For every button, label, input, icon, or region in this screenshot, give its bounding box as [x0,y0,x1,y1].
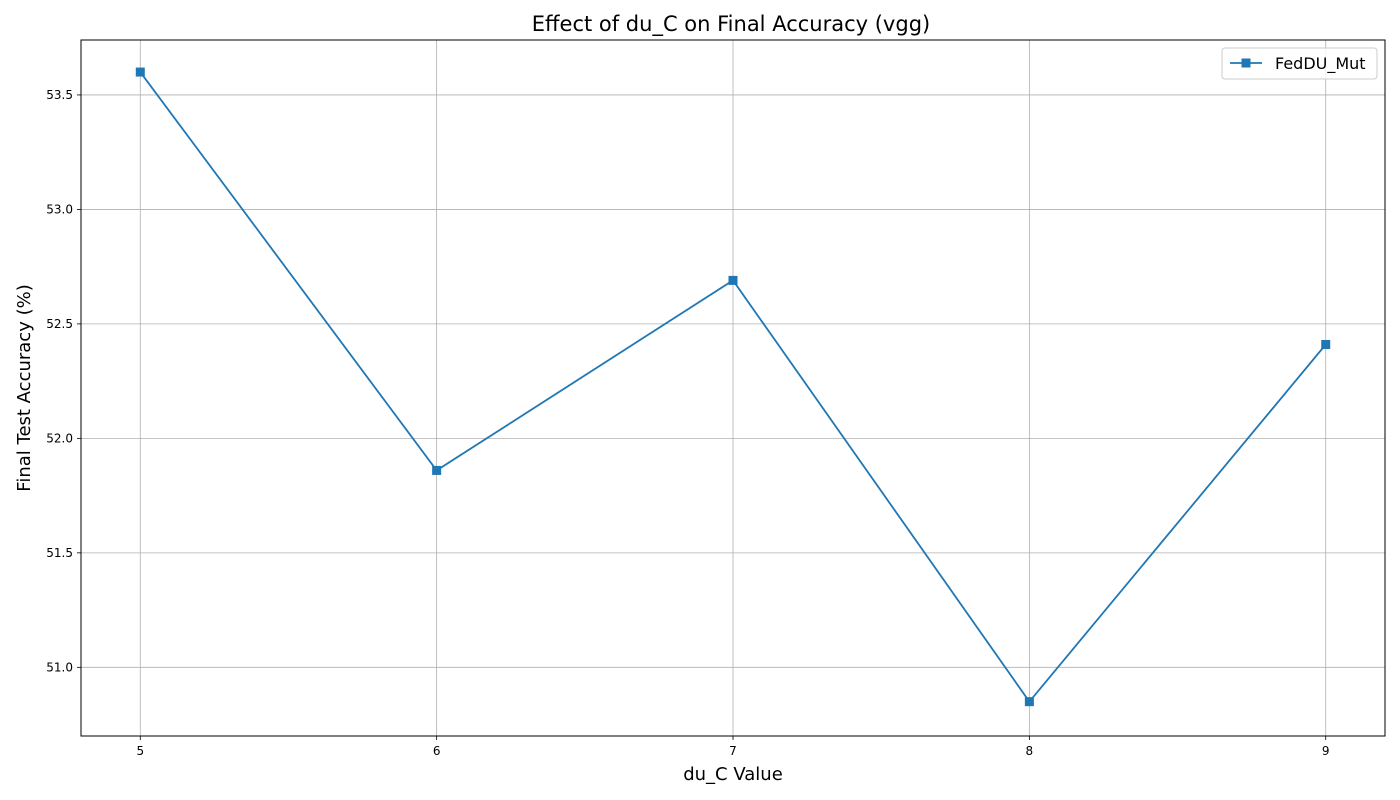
data-point [728,275,738,285]
x-axis: 5 6 7 8 9 [136,736,1330,758]
y-tick-label: 52.5 [46,317,73,331]
data-point [432,465,442,475]
y-tick-label: 52.0 [46,431,73,445]
data-point [1024,697,1034,707]
legend-marker [1241,58,1251,68]
y-tick-label: 51.5 [46,546,73,560]
chart-title: Effect of du_C on Final Accuracy (vgg) [532,12,930,37]
x-tick-label: 5 [136,744,144,758]
y-tick-label: 51.0 [46,660,73,674]
series-layer [135,67,1331,707]
data-point [1321,340,1331,349]
x-axis-label: du_C Value [683,764,783,785]
x-tick-label: 6 [433,744,441,758]
y-axis-label: Final Test Accuracy (%) [14,284,35,491]
grid [81,40,1385,736]
x-tick-label: 7 [729,744,737,758]
y-tick-label: 53.5 [46,88,73,102]
y-axis: 51.0 51.5 52.0 52.5 53.0 53.5 [46,88,81,674]
y-tick-label: 53.0 [46,202,73,216]
legend-label: FedDU_Mut [1275,54,1366,74]
x-tick-label: 8 [1026,744,1034,758]
data-point [135,67,145,77]
legend: FedDU_Mut [1221,47,1378,80]
legend-box [1221,47,1378,80]
x-tick-label: 9 [1322,744,1330,758]
